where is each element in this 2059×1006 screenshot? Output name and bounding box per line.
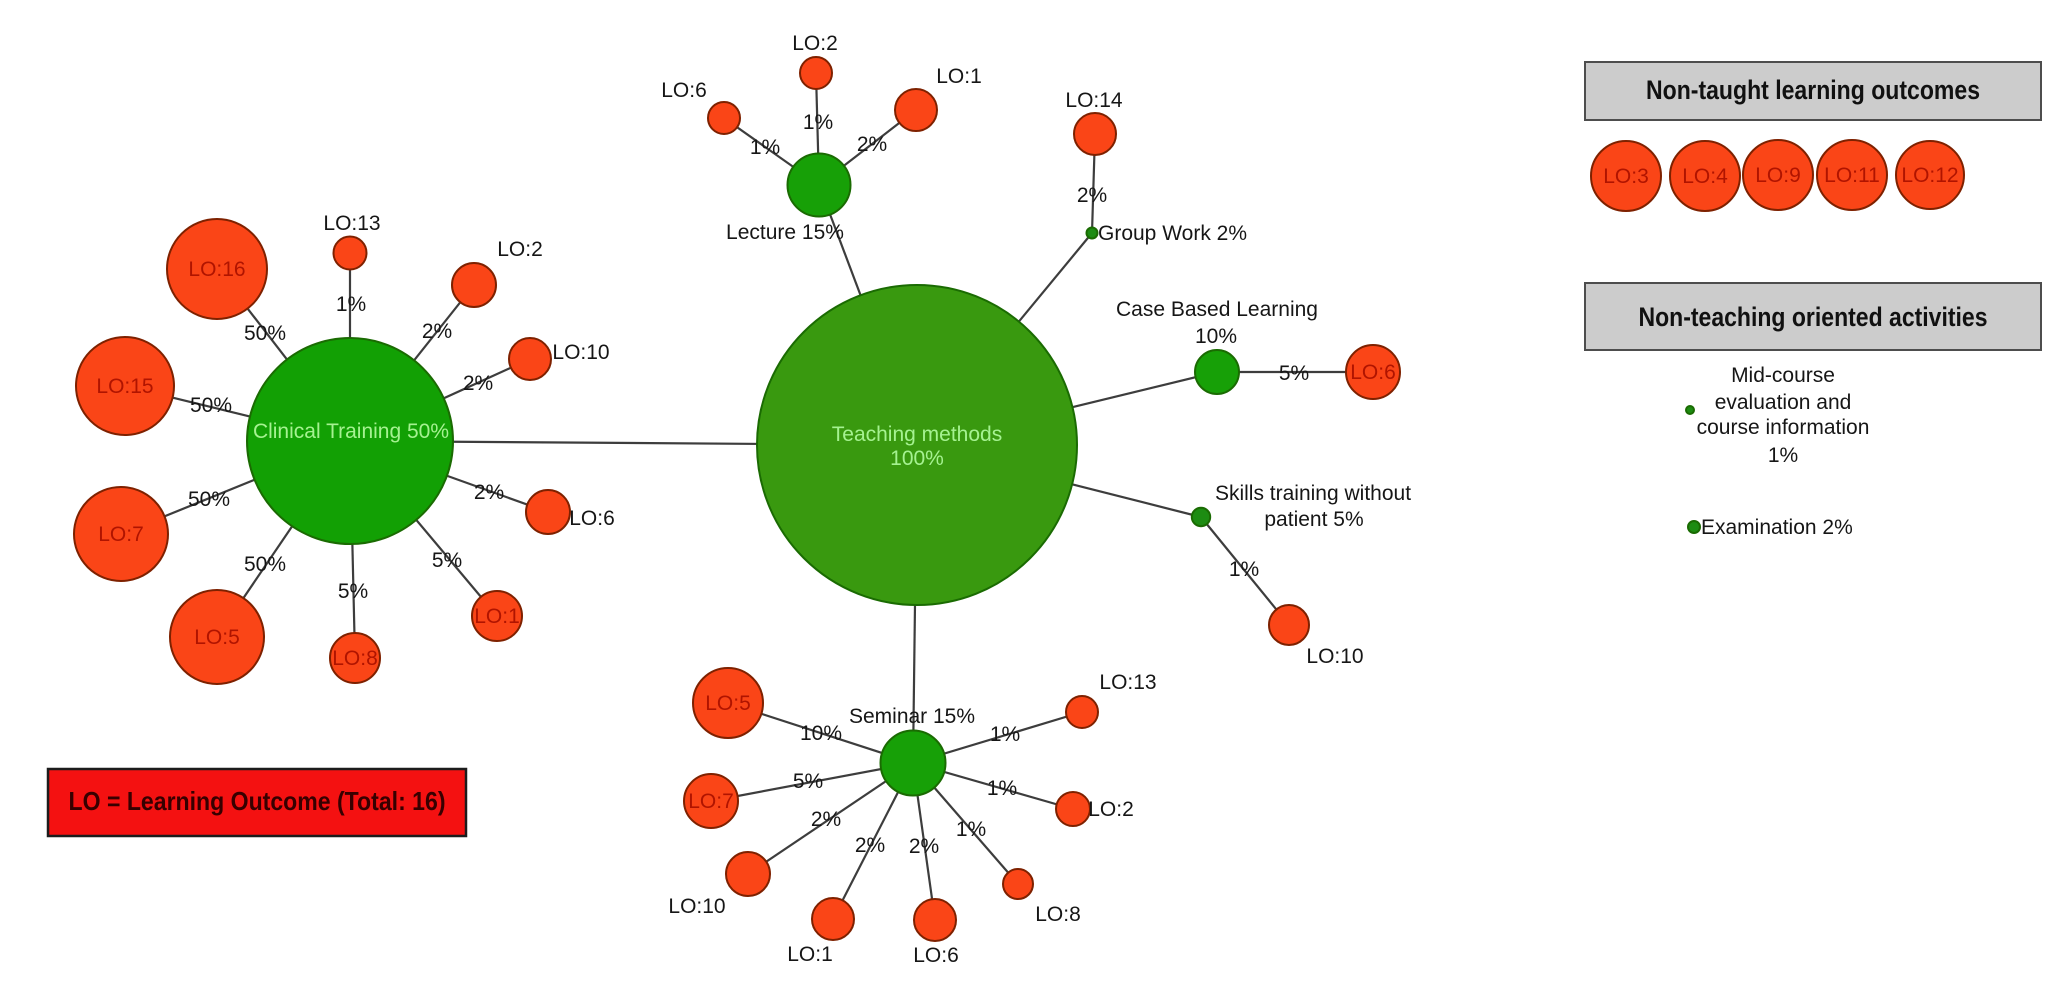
svg-text:2%: 2%	[811, 808, 841, 831]
svg-text:LO:1: LO:1	[787, 943, 833, 966]
svg-text:LO:2: LO:2	[792, 32, 838, 55]
svg-text:evaluation and: evaluation and	[1715, 391, 1852, 414]
svg-text:5%: 5%	[432, 549, 462, 572]
svg-text:LO:1: LO:1	[936, 65, 982, 88]
svg-text:50%: 50%	[244, 322, 286, 345]
svg-text:LO:11: LO:11	[1824, 164, 1880, 187]
svg-text:2%: 2%	[1077, 184, 1107, 207]
svg-text:1%: 1%	[336, 293, 366, 316]
svg-text:2%: 2%	[463, 372, 493, 395]
svg-text:LO:2: LO:2	[497, 238, 543, 261]
svg-text:LO:3: LO:3	[1603, 165, 1649, 188]
svg-text:Mid-course: Mid-course	[1731, 364, 1835, 387]
svg-text:50%: 50%	[190, 394, 232, 417]
svg-text:LO:6: LO:6	[661, 79, 707, 102]
svg-text:2%: 2%	[855, 834, 885, 857]
svg-text:100%: 100%	[890, 447, 944, 470]
svg-text:LO:6: LO:6	[1350, 361, 1396, 384]
svg-text:LO:13: LO:13	[323, 212, 380, 235]
svg-text:LO:6: LO:6	[913, 944, 959, 967]
svg-text:LO:4: LO:4	[1682, 165, 1728, 188]
svg-text:LO:5: LO:5	[194, 626, 240, 649]
svg-text:Examination 2%: Examination 2%	[1701, 516, 1853, 539]
svg-text:2%: 2%	[909, 835, 939, 858]
svg-text:LO = Learning Outcome (Total:: LO = Learning Outcome (Total: 16)	[69, 786, 446, 816]
svg-text:Non-teaching oriented activiti: Non-teaching oriented activities	[1639, 302, 1988, 332]
svg-text:course information: course information	[1697, 416, 1870, 439]
svg-text:5%: 5%	[1279, 362, 1309, 385]
svg-text:Lecture 15%: Lecture 15%	[726, 221, 844, 244]
svg-text:LO:7: LO:7	[98, 523, 144, 546]
svg-text:LO:14: LO:14	[1065, 89, 1123, 112]
svg-text:Seminar 15%: Seminar 15%	[849, 705, 975, 728]
svg-text:5%: 5%	[793, 770, 823, 793]
svg-text:LO:5: LO:5	[705, 692, 751, 715]
svg-text:10%: 10%	[800, 722, 842, 745]
svg-text:1%: 1%	[987, 777, 1017, 800]
svg-text:50%: 50%	[188, 488, 230, 511]
svg-text:1%: 1%	[990, 723, 1020, 746]
svg-text:LO:9: LO:9	[1755, 164, 1801, 187]
svg-text:patient 5%: patient 5%	[1264, 508, 1363, 531]
svg-text:LO:7: LO:7	[688, 790, 734, 813]
svg-text:1%: 1%	[1768, 444, 1798, 467]
svg-text:LO:15: LO:15	[96, 375, 153, 398]
svg-text:LO:8: LO:8	[332, 647, 378, 670]
svg-text:10%: 10%	[1195, 325, 1237, 348]
svg-text:1%: 1%	[750, 136, 780, 159]
svg-text:2%: 2%	[474, 481, 504, 504]
svg-text:Clinical Training 50%: Clinical Training 50%	[253, 420, 449, 443]
svg-text:50%: 50%	[244, 553, 286, 576]
svg-text:LO:12: LO:12	[1901, 164, 1958, 187]
svg-text:LO:13: LO:13	[1099, 671, 1156, 694]
svg-text:Non-taught learning outcomes: Non-taught learning outcomes	[1646, 75, 1980, 105]
svg-text:Skills training without: Skills training without	[1215, 482, 1411, 505]
svg-text:LO:1: LO:1	[474, 605, 520, 628]
svg-text:2%: 2%	[422, 320, 452, 343]
svg-text:LO:10: LO:10	[668, 895, 725, 918]
svg-text:LO:6: LO:6	[569, 507, 615, 530]
svg-text:1%: 1%	[956, 818, 986, 841]
svg-text:LO:10: LO:10	[1306, 645, 1363, 668]
svg-text:1%: 1%	[803, 111, 833, 134]
svg-text:1%: 1%	[1229, 558, 1259, 581]
svg-text:LO:16: LO:16	[188, 258, 245, 281]
svg-text:LO:2: LO:2	[1088, 798, 1134, 821]
svg-text:5%: 5%	[338, 580, 368, 603]
svg-text:2%: 2%	[857, 133, 887, 156]
svg-text:Teaching methods: Teaching methods	[832, 423, 1002, 446]
svg-text:LO:10: LO:10	[552, 341, 609, 364]
svg-text:Case Based Learning: Case Based Learning	[1116, 298, 1318, 321]
svg-text:LO:8: LO:8	[1035, 903, 1081, 926]
svg-text:Group Work 2%: Group Work 2%	[1098, 222, 1247, 245]
